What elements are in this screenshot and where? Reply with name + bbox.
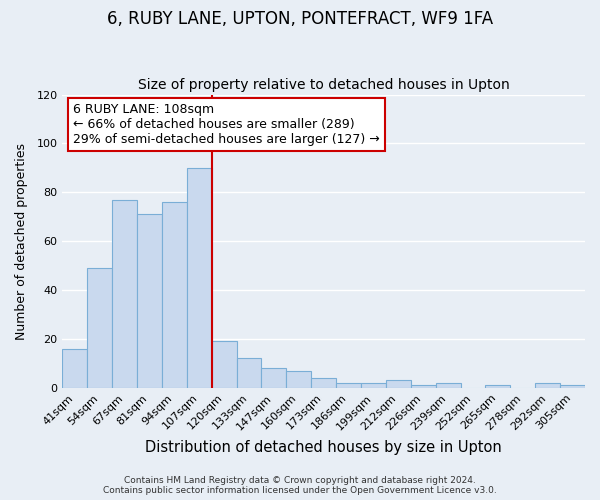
Bar xyxy=(62,348,87,388)
Bar xyxy=(162,202,187,388)
Bar xyxy=(386,380,411,388)
Bar xyxy=(187,168,212,388)
Bar xyxy=(336,383,361,388)
Bar xyxy=(535,383,560,388)
Bar xyxy=(212,342,236,388)
Bar xyxy=(311,378,336,388)
Bar xyxy=(286,370,311,388)
Bar xyxy=(137,214,162,388)
X-axis label: Distribution of detached houses by size in Upton: Distribution of detached houses by size … xyxy=(145,440,502,455)
Bar xyxy=(411,386,436,388)
Bar xyxy=(361,383,386,388)
Text: Contains HM Land Registry data © Crown copyright and database right 2024.
Contai: Contains HM Land Registry data © Crown c… xyxy=(103,476,497,495)
Bar xyxy=(560,386,585,388)
Y-axis label: Number of detached properties: Number of detached properties xyxy=(15,142,28,340)
Bar xyxy=(262,368,286,388)
Bar xyxy=(436,383,461,388)
Text: 6 RUBY LANE: 108sqm
← 66% of detached houses are smaller (289)
29% of semi-detac: 6 RUBY LANE: 108sqm ← 66% of detached ho… xyxy=(73,104,380,146)
Bar xyxy=(87,268,112,388)
Bar xyxy=(112,200,137,388)
Bar xyxy=(485,386,511,388)
Bar xyxy=(236,358,262,388)
Title: Size of property relative to detached houses in Upton: Size of property relative to detached ho… xyxy=(138,78,509,92)
Text: 6, RUBY LANE, UPTON, PONTEFRACT, WF9 1FA: 6, RUBY LANE, UPTON, PONTEFRACT, WF9 1FA xyxy=(107,10,493,28)
